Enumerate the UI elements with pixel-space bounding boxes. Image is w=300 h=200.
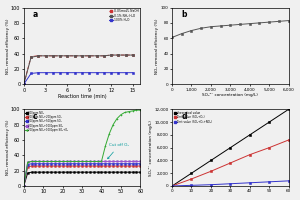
Text: Cut off O₂: Cut off O₂ — [108, 143, 129, 159]
Legend: 0.05mol/L NaOH, 0.1% NH₃·H₂O, 100% H₂O: 0.05mol/L NaOH, 0.1% NH₃·H₂O, 100% H₂O — [109, 9, 139, 23]
Text: b: b — [182, 10, 187, 19]
Legend: theoretical value, Test value (SO₂+O₂), Test value (SO₂+O₂+NO₂): theoretical value, Test value (SO₂+O₂), … — [173, 111, 212, 124]
Legend: 200ppm NO₂, 200ppm NO₂+200ppm SO₂, 200ppm NO₂+500ppm SO₂, 200ppm NO₂+1000ppm SO₂: 200ppm NO₂, 200ppm NO₂+200ppm SO₂, 200pp… — [25, 111, 69, 132]
Text: c: c — [33, 112, 38, 121]
Y-axis label: NO₂ removal efficiency (%): NO₂ removal efficiency (%) — [155, 18, 160, 74]
Text: a: a — [33, 10, 38, 19]
Text: d: d — [182, 112, 187, 121]
Y-axis label: NO₂ removal efficiency (%): NO₂ removal efficiency (%) — [6, 120, 10, 175]
Y-axis label: NO₂ removal efficiency (%): NO₂ removal efficiency (%) — [6, 18, 10, 74]
X-axis label: SO₃²⁻ concentration (mg/L): SO₃²⁻ concentration (mg/L) — [202, 93, 258, 97]
X-axis label: Reaction time (min): Reaction time (min) — [58, 94, 106, 99]
Y-axis label: SO₃²⁻ concentration (mg/L): SO₃²⁻ concentration (mg/L) — [149, 120, 153, 176]
